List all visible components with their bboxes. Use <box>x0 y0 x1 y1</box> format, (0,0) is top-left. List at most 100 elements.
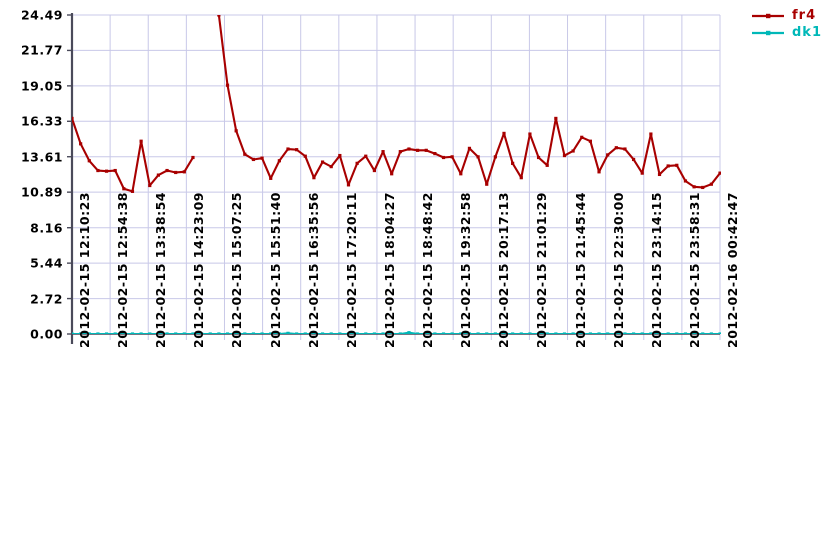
data-point-dk1 <box>251 332 256 334</box>
data-point-fr4 <box>718 171 721 175</box>
data-point-dk1 <box>148 332 152 334</box>
data-point-fr4 <box>606 153 610 157</box>
x-axis-tick-label: 2012-02-15 18:04:27 <box>381 192 397 348</box>
data-point-fr4 <box>269 176 273 180</box>
data-point-dk1 <box>528 332 532 334</box>
data-point-fr4 <box>225 83 230 87</box>
data-point-fr4 <box>79 142 83 146</box>
data-point-fr4 <box>614 146 618 150</box>
data-point-fr4 <box>286 147 290 151</box>
x-axis-tick-label: 2012-02-15 12:10:23 <box>77 192 92 348</box>
data-point-fr4 <box>72 116 74 121</box>
data-point-fr4 <box>217 15 221 17</box>
data-point-dk1 <box>165 332 169 334</box>
y-axis-tick-label: 13.61 <box>20 149 63 165</box>
data-point-fr4 <box>545 163 549 167</box>
data-point-fr4 <box>130 189 135 193</box>
data-point-fr4 <box>113 168 117 173</box>
data-point-fr4 <box>346 183 351 187</box>
data-point-dk1 <box>407 331 411 334</box>
data-point-dk1 <box>571 332 575 334</box>
data-point-fr4 <box>433 151 437 156</box>
data-point-dk1 <box>398 332 402 334</box>
data-point-dk1 <box>113 332 117 334</box>
x-axis-tick-label: 2012-02-16 00:42:47 <box>725 192 740 348</box>
data-point-dk1 <box>139 332 143 334</box>
data-point-dk1 <box>493 332 497 334</box>
data-point-dk1 <box>79 332 83 334</box>
data-point-dk1 <box>433 332 437 334</box>
data-point-dk1 <box>450 332 454 334</box>
data-point-fr4 <box>364 154 368 158</box>
data-point-fr4 <box>666 164 670 168</box>
data-point-fr4 <box>597 170 601 174</box>
data-point-fr4 <box>424 148 428 152</box>
data-point-dk1 <box>260 332 264 334</box>
data-point-fr4 <box>122 187 126 191</box>
data-point-dk1 <box>243 332 247 334</box>
data-point-fr4 <box>277 159 281 163</box>
data-point-dk1 <box>320 332 325 334</box>
data-point-dk1 <box>459 332 463 334</box>
data-point-fr4 <box>459 172 463 176</box>
data-point-dk1 <box>485 332 489 334</box>
data-point-dk1 <box>208 332 212 334</box>
data-point-fr4 <box>329 165 333 169</box>
data-point-dk1 <box>312 332 316 334</box>
data-point-fr4 <box>554 116 558 121</box>
data-point-fr4 <box>96 168 100 173</box>
data-point-fr4 <box>104 169 109 173</box>
data-point-dk1 <box>657 332 662 334</box>
x-axis-tick-label: 2012-02-15 23:58:31 <box>686 192 702 348</box>
data-point-fr4 <box>649 132 653 136</box>
data-point-fr4 <box>502 131 506 135</box>
data-point-dk1 <box>381 332 385 334</box>
data-point-fr4 <box>338 153 342 158</box>
y-axis-tick-label: 19.05 <box>20 78 63 94</box>
data-point-dk1 <box>623 332 627 334</box>
y-axis-tick-label: 21.77 <box>20 42 63 58</box>
data-point-dk1 <box>562 332 567 334</box>
data-point-fr4 <box>588 139 592 143</box>
data-point-fr4 <box>571 149 575 153</box>
y-axis-tick-label: 10.89 <box>20 184 63 200</box>
data-point-fr4 <box>355 161 359 165</box>
data-point-dk1 <box>692 332 696 334</box>
data-point-dk1 <box>174 332 178 334</box>
data-point-dk1 <box>649 332 653 334</box>
data-point-fr4 <box>174 170 178 175</box>
data-point-dk1 <box>217 332 221 334</box>
x-axis-tick-label: 2012-02-15 17:20:11 <box>343 192 359 348</box>
data-point-dk1 <box>424 332 428 334</box>
x-axis-tick-label: 2012-02-15 23:14:15 <box>648 192 664 348</box>
data-point-dk1 <box>416 332 420 334</box>
x-axis-tick-label: 2012-02-15 12:54:38 <box>115 192 131 348</box>
data-point-dk1 <box>441 332 446 334</box>
data-point-dk1 <box>104 332 109 334</box>
legend-marker-fr4 <box>766 13 771 19</box>
data-point-dk1 <box>346 332 351 334</box>
y-axis-tick-label: 0.00 <box>30 326 63 342</box>
data-point-dk1 <box>130 332 135 334</box>
data-point-fr4 <box>701 185 705 190</box>
y-axis-tick-label: 16.33 <box>20 113 63 129</box>
data-point-dk1 <box>286 331 290 334</box>
data-point-fr4 <box>407 147 411 151</box>
data-point-dk1 <box>200 332 204 334</box>
data-point-dk1 <box>191 332 195 334</box>
data-point-fr4 <box>562 153 567 158</box>
data-point-dk1 <box>701 332 705 334</box>
data-point-dk1 <box>675 332 679 334</box>
data-point-fr4 <box>148 183 152 188</box>
data-point-dk1 <box>519 332 523 334</box>
data-point-fr4 <box>87 159 91 163</box>
x-axis-tick-label: 2012-02-15 15:51:40 <box>267 192 283 348</box>
data-point-fr4 <box>511 161 515 165</box>
y-axis-tick-label: 24.49 <box>20 7 63 23</box>
data-point-fr4 <box>372 168 376 173</box>
data-point-dk1 <box>156 332 160 334</box>
y-axis-tick-label: 8.16 <box>30 220 63 236</box>
data-point-dk1 <box>640 332 644 334</box>
y-axis-tick-label: 5.44 <box>30 255 63 271</box>
